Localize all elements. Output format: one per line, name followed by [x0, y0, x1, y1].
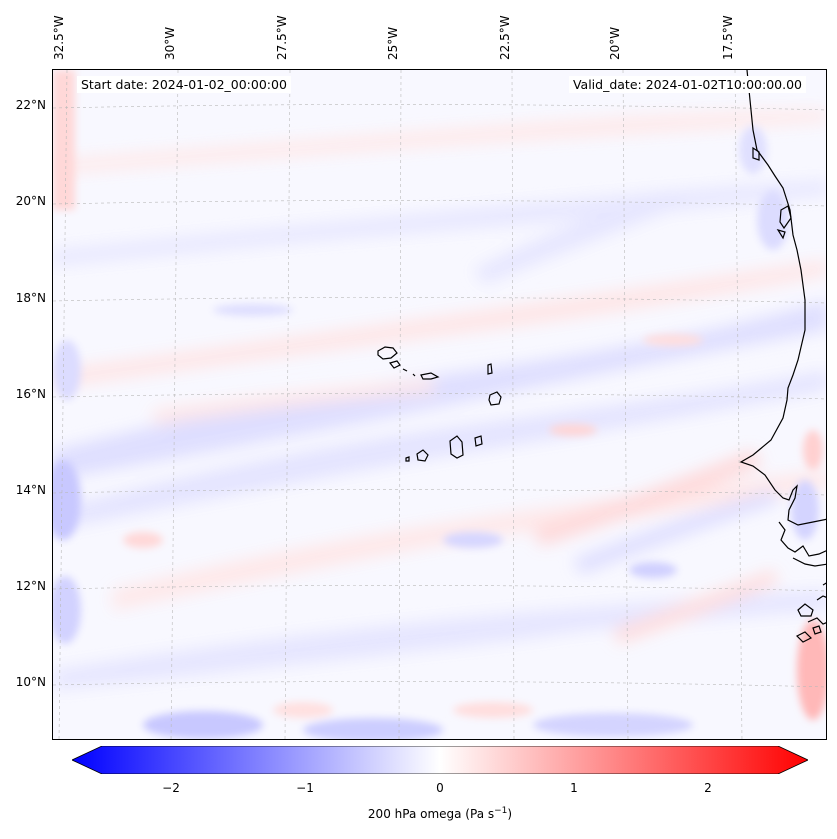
cape-verde-islands: [377, 346, 502, 462]
lat-label-14n: 14°N: [15, 483, 46, 497]
lon-label-20w: 20°W: [608, 26, 622, 60]
lat-label-10n: 10°N: [15, 675, 46, 689]
valid-date-label: Valid_date: 2024-01-02T10:00:00.00: [568, 76, 806, 93]
map-panel: Start date: 2024-01-02_00:00:00 Valid_da…: [52, 69, 827, 740]
colorbar-tick-minus2: −2: [162, 781, 180, 795]
lat-label-16n: 16°N: [15, 387, 46, 401]
lat-label-18n: 18°N: [15, 291, 46, 305]
colorbar-tick-0: 0: [436, 781, 444, 795]
lat-label-22n: 22°N: [15, 98, 46, 112]
lon-label-30w: 30°W: [163, 26, 177, 60]
start-date-label: Start date: 2024-01-02_00:00:00: [77, 76, 291, 93]
lon-label-25w: 25°W: [386, 26, 400, 60]
colorbar-label: 200 hPa omega (Pa s−1): [367, 806, 513, 821]
colorbar: [72, 746, 808, 774]
lon-label-32-5w: 32.5°W: [52, 15, 66, 60]
lon-label-17-5w: 17.5°W: [721, 15, 735, 60]
omega-field: [53, 70, 826, 739]
lon-label-22-5w: 22.5°W: [498, 15, 512, 60]
lat-label-20n: 20°N: [15, 194, 46, 208]
lat-label-12n: 12°N: [15, 579, 46, 593]
gridlines: [53, 70, 826, 739]
african-coastline: [739, 70, 826, 643]
colorbar-tick-minus1: −1: [296, 781, 314, 795]
colorbar-tick-1: 1: [570, 781, 578, 795]
lon-label-27-5w: 27.5°W: [275, 15, 289, 60]
colorbar-tick-2: 2: [704, 781, 712, 795]
